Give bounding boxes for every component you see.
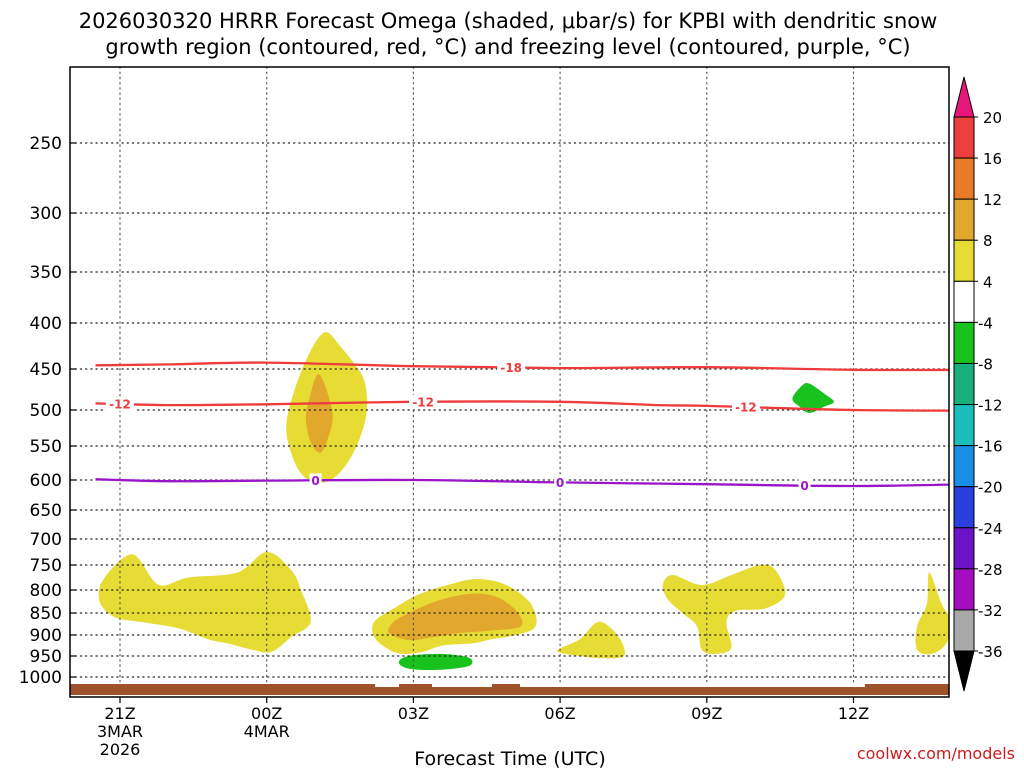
colorbar-label-3: 8 bbox=[983, 232, 993, 250]
y-tick-label-250: 250 bbox=[30, 134, 62, 154]
dendritic-minus12-label-0: -12 bbox=[109, 397, 131, 411]
ground-strip bbox=[70, 684, 949, 695]
colorbar-band-11 bbox=[953, 568, 975, 611]
y-tick-label-550: 550 bbox=[30, 437, 62, 457]
colorbar-top-arrow bbox=[953, 76, 975, 118]
x-tick-label-03Z-0: 03Z bbox=[398, 704, 429, 723]
dendritic-minus12-label-bg-2 bbox=[731, 399, 760, 414]
ground-gap-c bbox=[520, 684, 865, 687]
colorbar-band-2 bbox=[953, 198, 975, 241]
freezing-level-0-label-bg-1 bbox=[554, 475, 567, 490]
dendritic-minus12-label-2: -12 bbox=[735, 400, 757, 414]
dendritic-minus18-label-bg-0 bbox=[497, 360, 526, 375]
y-tick-label-400: 400 bbox=[30, 314, 62, 334]
colorbar-band-0 bbox=[953, 116, 975, 159]
y-tick-label-300: 300 bbox=[30, 204, 62, 224]
plot-frame bbox=[69, 66, 950, 698]
y-tick-label-350: 350 bbox=[30, 263, 62, 283]
dendritic-minus12-label-bg-0 bbox=[106, 396, 134, 411]
colorbar-label-0: 20 bbox=[983, 109, 1002, 127]
x-tick-label-06Z-0: 06Z bbox=[544, 704, 575, 723]
colorbar-band-9 bbox=[953, 486, 975, 529]
y-tick-label-900: 900 bbox=[30, 626, 62, 646]
omega-negative-lower bbox=[398, 653, 473, 671]
colorbar-band-7 bbox=[953, 404, 975, 447]
y-tick-label-800: 800 bbox=[30, 581, 62, 601]
ground-gap-a bbox=[375, 684, 399, 687]
dendritic-minus12-label-1: -12 bbox=[412, 395, 434, 409]
y-tick-label-700: 700 bbox=[30, 530, 62, 550]
colorbar-label-8: -16 bbox=[978, 438, 1003, 456]
ground-gap-b bbox=[432, 684, 492, 687]
omega-lower-right bbox=[662, 564, 786, 655]
colorbar-band-4 bbox=[953, 280, 975, 323]
y-tick-label-650: 650 bbox=[30, 501, 62, 521]
colorbar-label-7: -12 bbox=[978, 397, 1003, 415]
y-axis: 2503003504004505005506006507007508008509… bbox=[19, 134, 76, 688]
dendritic-minus18-label-0: -18 bbox=[500, 361, 522, 375]
omega-negative-small bbox=[792, 383, 834, 413]
colorbar-label-12: -32 bbox=[978, 602, 1003, 620]
x-tick-label-09Z-0: 09Z bbox=[691, 704, 722, 723]
freezing-level-0-label-2: 0 bbox=[800, 479, 808, 493]
colorbar-label-11: -28 bbox=[978, 561, 1003, 579]
colorbar-label-9: -20 bbox=[978, 479, 1003, 497]
dendritic-minus12-label-bg-1 bbox=[409, 394, 438, 409]
dendritic-minus18-line bbox=[95, 361, 949, 372]
y-tick-label-1000: 1000 bbox=[19, 668, 62, 688]
grid-layer bbox=[69, 66, 950, 685]
colorbar-band-6 bbox=[953, 362, 975, 406]
colorbar-label-4: 4 bbox=[983, 273, 993, 291]
omega-lower-center-core bbox=[388, 593, 523, 641]
omega-lower-left bbox=[98, 551, 311, 653]
colorbar-band-5 bbox=[953, 321, 975, 364]
colorbar-band-8 bbox=[953, 445, 975, 488]
freezing-level-0-label-bg-2 bbox=[798, 478, 811, 493]
colorbar-label-13: -36 bbox=[978, 643, 1003, 661]
contour-layer: -18 -12 -12 -12 0 0 0 bbox=[95, 360, 949, 493]
chart-title-line1: 2026030320 HRRR Forecast Omega (shaded, … bbox=[79, 9, 938, 33]
colorbar-label-1: 16 bbox=[983, 150, 1002, 168]
y-tick-label-450: 450 bbox=[30, 360, 62, 380]
x-tick-label-00Z-0: 00Z bbox=[251, 704, 282, 723]
x-axis-title: Forecast Time (UTC) bbox=[414, 748, 605, 768]
y-tick-label-500: 500 bbox=[30, 401, 62, 421]
x-tick-label-00Z-1: 4MAR bbox=[244, 722, 290, 741]
x-tick-label-21Z-2: 2026 bbox=[100, 740, 141, 759]
colorbar-band-10 bbox=[953, 527, 975, 570]
colorbar: 20 16 12 8 4 -4 -8 -12 -16 -20 -24 -28 -32 -36 bbox=[953, 76, 1003, 692]
dendritic-minus12-line bbox=[95, 400, 949, 412]
omega-lower-center-right bbox=[557, 621, 625, 659]
freezing-level-0-line bbox=[95, 478, 949, 488]
y-tick-label-750: 750 bbox=[30, 556, 62, 576]
freezing-level-0-label-bg-0 bbox=[309, 473, 322, 488]
omega-far-right bbox=[915, 572, 949, 655]
colorbar-band-12 bbox=[953, 609, 975, 652]
colorbar-bottom-arrow bbox=[953, 650, 975, 692]
chart-title-line2: growth region (contoured, red, °C) and f… bbox=[105, 35, 910, 59]
x-tick-label-12Z-0: 12Z bbox=[838, 704, 869, 723]
x-tick-label-21Z-0: 21Z bbox=[104, 704, 135, 723]
omega-upper-core bbox=[305, 374, 333, 453]
y-tick-label-950: 950 bbox=[30, 647, 62, 667]
credit-text: coolwx.com/models bbox=[857, 744, 1015, 763]
colorbar-label-6: -8 bbox=[978, 355, 993, 373]
colorbar-band-3 bbox=[953, 239, 975, 282]
colorbar-band-1 bbox=[953, 157, 975, 200]
colorbar-label-10: -24 bbox=[978, 520, 1003, 538]
y-tick-label-850: 850 bbox=[30, 604, 62, 624]
freezing-level-0-label-0: 0 bbox=[311, 474, 319, 488]
freezing-level-0-label-1: 0 bbox=[556, 476, 564, 490]
y-tick-label-600: 600 bbox=[30, 471, 62, 491]
x-tick-label-21Z-1: 3MAR bbox=[97, 722, 143, 741]
omega-edge-right bbox=[999, 616, 1024, 643]
colorbar-label-2: 12 bbox=[983, 191, 1002, 209]
colorbar-label-5: -4 bbox=[978, 314, 993, 332]
